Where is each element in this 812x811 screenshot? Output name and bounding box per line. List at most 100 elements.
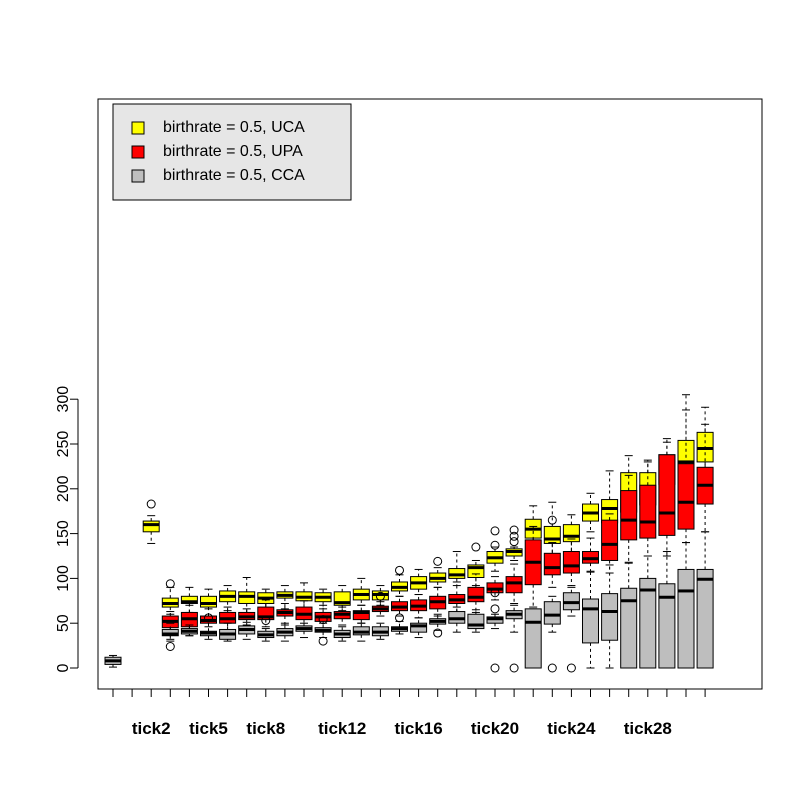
box xyxy=(200,588,217,617)
box xyxy=(219,622,237,642)
box xyxy=(696,531,714,669)
box xyxy=(429,586,447,617)
box xyxy=(200,626,217,640)
box xyxy=(524,525,542,608)
box xyxy=(333,606,351,626)
box xyxy=(543,595,561,673)
outlier-point xyxy=(471,542,481,552)
box xyxy=(391,565,408,597)
box xyxy=(505,525,523,561)
legend-label: birthrate = 0.5, UCA xyxy=(163,119,305,136)
box-body xyxy=(696,568,714,669)
box xyxy=(314,588,332,610)
x-tick-label: tick12 xyxy=(318,719,366,738)
box xyxy=(601,470,619,531)
box xyxy=(658,441,676,557)
box xyxy=(505,604,523,673)
y-tick-label: 300 xyxy=(55,386,72,413)
x-tick-label: tick24 xyxy=(547,719,596,738)
box-body xyxy=(200,595,217,608)
outlier-point xyxy=(509,537,519,547)
box xyxy=(505,563,523,604)
x-axis: tick2 tick5 tick8 tick12 tick16 tick20 tick24 t… xyxy=(112,688,706,738)
box xyxy=(295,600,313,628)
box xyxy=(582,492,599,533)
box-body xyxy=(658,583,676,669)
legend-box xyxy=(112,103,352,201)
legend-swatch xyxy=(131,145,145,159)
box xyxy=(620,562,638,669)
box-body xyxy=(658,454,676,536)
legend-swatch xyxy=(131,169,145,183)
box-body xyxy=(582,598,599,644)
box xyxy=(601,564,619,669)
outlier-point xyxy=(395,613,404,623)
box-body xyxy=(601,593,619,641)
box-body xyxy=(543,552,561,576)
box xyxy=(429,613,447,638)
box xyxy=(620,474,638,563)
box xyxy=(467,609,485,633)
box-body xyxy=(410,622,428,633)
box xyxy=(295,622,313,639)
outlier-point xyxy=(490,663,500,673)
box-body xyxy=(677,568,695,669)
box-body xyxy=(352,610,370,621)
outlier-point xyxy=(490,604,500,614)
box xyxy=(333,626,351,642)
box xyxy=(410,617,428,639)
box-series xyxy=(104,394,714,673)
box xyxy=(314,604,332,630)
outlier-point xyxy=(509,663,519,673)
outlier-point xyxy=(204,613,213,623)
box xyxy=(410,594,428,619)
outlier-point xyxy=(547,663,557,673)
legend: birthrate = 0.5, UCA birthrate = 0.5, UPA… xyxy=(112,103,352,201)
outlier-point xyxy=(490,540,500,550)
box xyxy=(562,586,580,673)
outlier-point xyxy=(547,515,557,525)
box xyxy=(238,621,256,640)
outlier-point xyxy=(261,616,271,626)
box xyxy=(562,538,580,587)
y-tick-label: 100 xyxy=(55,565,72,592)
box-body xyxy=(180,595,198,604)
box xyxy=(161,586,179,615)
outlier-point xyxy=(490,588,500,598)
box xyxy=(180,624,198,637)
box xyxy=(276,585,294,610)
box-body xyxy=(543,601,561,625)
box xyxy=(371,585,389,606)
box xyxy=(142,499,160,544)
outlier-point xyxy=(433,628,443,638)
box xyxy=(180,586,198,613)
box-body xyxy=(601,519,619,561)
box xyxy=(448,606,466,633)
box xyxy=(448,551,466,587)
box xyxy=(333,585,351,612)
box xyxy=(601,513,619,574)
box xyxy=(524,608,542,669)
box xyxy=(352,622,370,642)
box xyxy=(276,622,294,642)
series-group xyxy=(104,531,714,673)
box-body xyxy=(677,463,695,530)
box xyxy=(257,599,275,628)
box-body xyxy=(620,490,638,541)
outlier-point xyxy=(566,663,576,673)
box xyxy=(429,556,447,588)
x-tick-label: tick2 xyxy=(132,719,171,738)
legend-label: birthrate = 0.5, UPA xyxy=(163,143,303,160)
x-tick-label: tick8 xyxy=(246,719,285,738)
box xyxy=(391,595,408,623)
outlier-point xyxy=(509,525,519,535)
outlier-point xyxy=(165,579,175,589)
box xyxy=(696,423,714,533)
box-body xyxy=(620,587,638,669)
box xyxy=(104,654,122,668)
box xyxy=(486,613,504,673)
box xyxy=(314,622,332,646)
legend-swatch xyxy=(131,121,145,135)
outlier-point xyxy=(395,565,404,575)
